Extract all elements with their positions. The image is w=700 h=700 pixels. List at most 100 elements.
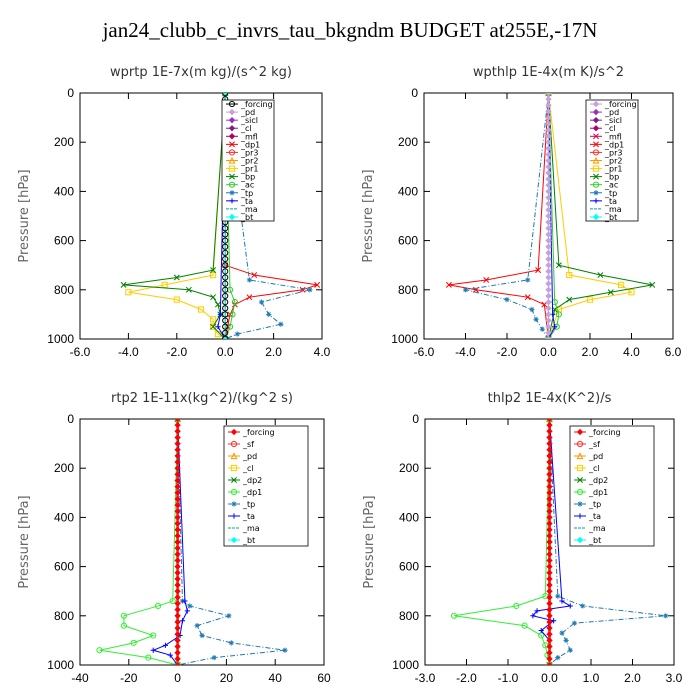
zero-marker — [545, 120, 552, 127]
legend-marker — [230, 428, 238, 436]
zero-marker — [545, 114, 552, 121]
zero-marker — [546, 520, 553, 527]
zero-marker — [545, 200, 552, 207]
data-point — [483, 277, 490, 283]
data-point — [173, 274, 180, 281]
zero-marker — [546, 631, 553, 638]
zero-marker — [174, 643, 181, 650]
zero-marker — [174, 452, 181, 460]
data-point — [130, 639, 137, 646]
x-tick-label: -6.0 — [414, 345, 435, 359]
data-point — [539, 326, 545, 332]
zero-marker — [545, 292, 552, 300]
data-point — [529, 306, 535, 313]
data-point — [210, 271, 217, 279]
legend-marker — [230, 536, 238, 544]
zero-marker — [545, 212, 552, 220]
legend-entry: _cl — [588, 464, 600, 473]
legend-entry: _ta — [242, 512, 255, 521]
legend-marker — [230, 452, 238, 460]
data-point — [251, 272, 258, 278]
data-point — [555, 655, 561, 661]
zero-marker — [545, 175, 552, 183]
zero-marker — [222, 249, 229, 256]
zero-marker — [174, 557, 181, 564]
legend-marker — [592, 213, 600, 221]
legend: _forcing_pd_sicl_cl_mfl_dp1_pr3_pr2_pr1_… — [585, 99, 639, 222]
y-tick-label: 200 — [399, 461, 419, 475]
series-line-pr1 — [548, 93, 633, 339]
data-point — [199, 632, 205, 639]
zero-marker — [174, 637, 181, 644]
series-line-tp — [549, 419, 666, 665]
y-axis-label: Pressure [hPa] — [17, 169, 32, 262]
zero-marker — [174, 618, 181, 626]
zero-marker — [545, 298, 552, 306]
legend-marker — [228, 213, 236, 221]
y-tick-label: 400 — [398, 184, 418, 198]
panel-2: wpthlp 1E-4x(m K)/s^2 0 200 400 600 800 1000-6… — [361, 65, 682, 359]
data-point — [187, 603, 193, 609]
zero-marker — [174, 649, 181, 656]
panel-title: wprtp 1E-7x(m kg)/(s^2 kg) — [110, 65, 292, 80]
zero-marker — [546, 434, 553, 441]
y-axis-label: Pressure [hPa] — [17, 495, 32, 588]
legend-marker — [228, 117, 236, 124]
series-line-dp1 — [224, 93, 318, 339]
zero-marker — [545, 262, 552, 269]
zero-marker — [174, 538, 181, 546]
zero-marker — [174, 544, 181, 552]
zero-marker — [222, 329, 229, 336]
zero-marker — [174, 446, 181, 453]
zero-marker — [545, 249, 552, 257]
data-point — [120, 622, 128, 629]
data-point — [210, 267, 217, 274]
legend-marker — [576, 464, 584, 472]
data-point — [566, 271, 573, 279]
legend-entry: _ac — [604, 181, 618, 190]
data-point — [571, 620, 577, 626]
data-point — [521, 622, 528, 629]
data-point — [450, 612, 458, 619]
legend-marker — [592, 149, 600, 156]
y-tick-label: 200 — [54, 461, 74, 475]
legend-entry: _cl — [240, 124, 252, 133]
zero-marker — [545, 323, 552, 330]
zero-marker — [222, 274, 229, 281]
y-tick-label: 1000 — [391, 332, 418, 346]
legend-marker — [592, 125, 600, 132]
legend-marker — [230, 440, 238, 448]
y-tick-label: 600 — [54, 234, 74, 248]
zero-marker — [545, 157, 552, 164]
legend-marker — [228, 156, 236, 164]
y-tick-label: 1000 — [392, 658, 419, 672]
legend-marker — [576, 488, 584, 496]
zero-marker — [222, 268, 229, 275]
zero-marker — [222, 335, 229, 339]
data-point — [513, 602, 520, 610]
legend-marker — [229, 173, 235, 180]
zero-marker — [546, 501, 553, 509]
data-point — [534, 608, 540, 614]
x-tick-label: 0.0 — [540, 345, 557, 359]
zero-marker — [546, 649, 553, 656]
series-line-pr1 — [128, 93, 226, 339]
x-tick-label: 6.0 — [665, 345, 682, 359]
zero-marker — [222, 262, 229, 269]
panel-4: thlp2 1E-4x(K^2)/s 0 200 400 600 800 1000-3.0 -… — [362, 391, 683, 685]
data-point — [555, 593, 561, 599]
data-point — [597, 272, 604, 278]
zero-marker — [545, 225, 552, 232]
legend-marker — [576, 428, 584, 436]
x-tick-label: -40 — [71, 671, 89, 685]
legend-marker — [231, 477, 237, 483]
legend-entry: _bp — [240, 173, 255, 182]
legend-entry: _pd — [242, 452, 257, 461]
zero-marker — [222, 323, 229, 330]
legend-marker — [577, 501, 583, 507]
legend-marker — [228, 125, 236, 132]
x-tick-label: 3.0 — [666, 671, 683, 685]
panel-3: rtp2 1E-11x(kg^2)/(kg^2 s)02004006008001… — [17, 391, 331, 685]
zero-marker — [545, 145, 552, 152]
data-point — [462, 287, 469, 293]
